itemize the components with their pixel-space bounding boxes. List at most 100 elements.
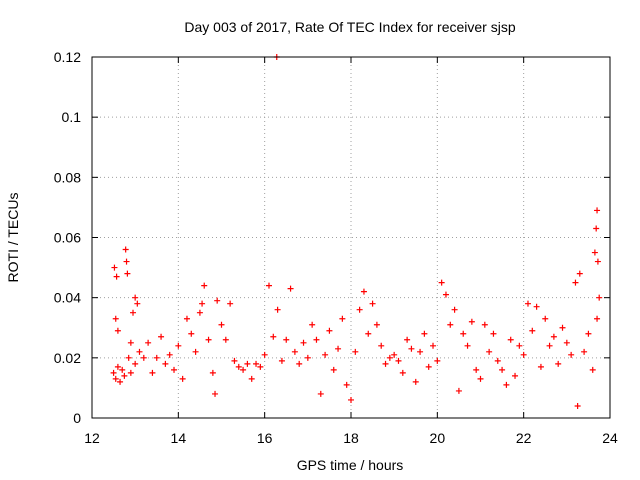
data-point — [486, 348, 493, 355]
data-point — [212, 390, 219, 397]
y-tick-label: 0.06 — [54, 230, 81, 246]
data-point — [132, 294, 139, 301]
y-tick-label: 0.1 — [62, 109, 82, 125]
data-point — [524, 300, 531, 307]
data-point — [166, 351, 173, 358]
data-point — [110, 369, 117, 376]
data-point — [196, 309, 203, 316]
data-point — [123, 258, 130, 265]
data-point — [149, 369, 156, 376]
y-tick-label: 0 — [73, 410, 81, 426]
data-point — [218, 321, 225, 328]
data-point — [199, 300, 206, 307]
data-point — [222, 336, 229, 343]
data-point — [130, 309, 137, 316]
data-point — [124, 270, 131, 277]
data-point — [591, 249, 598, 256]
data-point — [386, 354, 393, 361]
data-point — [122, 246, 129, 253]
data-point — [516, 342, 523, 349]
data-point — [192, 348, 199, 355]
data-point — [468, 318, 475, 325]
data-point — [134, 300, 141, 307]
data-point — [356, 306, 363, 313]
x-tick-label: 24 — [602, 430, 618, 446]
data-point — [576, 270, 583, 277]
data-point — [248, 375, 255, 382]
data-point — [425, 363, 432, 370]
data-point — [136, 348, 143, 355]
data-point — [460, 330, 467, 337]
y-axis-label: ROTI / TECUs — [5, 193, 21, 283]
data-point — [326, 327, 333, 334]
data-point — [572, 279, 579, 286]
data-point — [395, 357, 402, 364]
marks-layer — [110, 54, 603, 409]
data-point — [563, 339, 570, 346]
data-point — [313, 336, 320, 343]
data-point — [343, 381, 350, 388]
data-point — [555, 360, 562, 367]
data-point — [127, 369, 134, 376]
data-point — [593, 225, 600, 232]
data-point — [317, 390, 324, 397]
data-point — [348, 396, 354, 403]
data-point — [373, 321, 380, 328]
data-point — [127, 339, 134, 346]
data-point — [257, 363, 264, 370]
data-point — [253, 360, 260, 367]
data-point — [477, 375, 484, 382]
data-point — [300, 339, 307, 346]
data-point — [473, 366, 480, 373]
y-tick-label: 0.08 — [54, 169, 81, 185]
data-point — [391, 351, 398, 358]
data-point — [455, 387, 462, 394]
data-point — [434, 357, 441, 364]
data-point — [145, 339, 152, 346]
data-point — [594, 258, 601, 265]
data-point — [201, 282, 208, 289]
data-point — [546, 342, 553, 349]
data-point — [507, 336, 514, 343]
data-point — [503, 381, 510, 388]
data-point — [596, 294, 603, 301]
data-point — [179, 375, 186, 382]
data-point — [404, 336, 411, 343]
data-point — [175, 342, 182, 349]
data-point — [399, 369, 406, 376]
data-point — [111, 264, 118, 271]
data-point — [533, 303, 540, 310]
x-tick-label: 22 — [516, 430, 532, 446]
data-point — [188, 330, 195, 337]
data-point — [417, 348, 424, 355]
data-point — [261, 351, 268, 358]
data-point — [585, 330, 592, 337]
y-tick-label: 0.02 — [54, 350, 81, 366]
data-point — [214, 297, 221, 304]
data-point — [537, 363, 544, 370]
data-point — [114, 327, 121, 334]
data-point — [550, 333, 557, 340]
data-point — [589, 366, 596, 373]
data-point — [481, 321, 488, 328]
data-point — [183, 315, 190, 322]
data-point — [121, 372, 128, 379]
data-point — [235, 363, 242, 370]
data-point — [520, 351, 527, 358]
data-point — [132, 360, 139, 367]
data-point — [335, 345, 342, 352]
data-point — [278, 357, 285, 364]
data-point — [114, 363, 121, 370]
x-tick-label: 12 — [84, 430, 100, 446]
data-point — [369, 300, 376, 307]
data-point — [574, 402, 581, 409]
x-tick-label: 14 — [171, 430, 187, 446]
ticks-layer: 12 14 16 18 20 22 24 0 0.02 0.04 0.06 0.08 0.1 0.12 — [54, 49, 618, 446]
data-point — [153, 354, 160, 361]
data-point — [412, 378, 419, 385]
data-point — [499, 366, 506, 373]
y-tick-label: 0.12 — [54, 49, 81, 65]
data-point — [442, 291, 449, 298]
data-point — [430, 342, 437, 349]
data-point — [559, 324, 566, 331]
